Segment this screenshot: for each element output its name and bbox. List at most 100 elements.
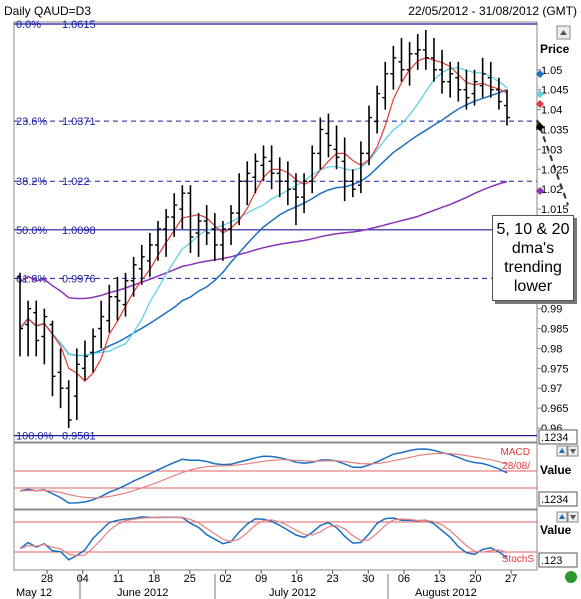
x-month-label: June 2012: [117, 587, 168, 599]
ohlc-bar: [349, 169, 356, 198]
ohlc-bar: [25, 300, 32, 357]
x-tick-label: 09: [255, 573, 267, 585]
ohlc-bar: [406, 41, 413, 86]
date-range: 22/05/2012 - 31/08/2012 (GMT): [408, 4, 577, 18]
chart-title: Daily QAUD=D3: [4, 4, 91, 18]
ohlc-bar: [244, 161, 251, 206]
ohlc-bar: [414, 33, 421, 70]
ohlc-bar: [504, 89, 510, 126]
ohlc-bar: [195, 213, 202, 257]
last-price-marker-icon: [536, 123, 544, 131]
ohlc-bar: [422, 29, 429, 70]
x-tick-label: 13: [434, 573, 446, 585]
ohlc-bar: [439, 49, 446, 94]
price-last-value: .1234: [541, 432, 569, 444]
stoch-d-line: [19, 516, 508, 557]
ohlc-bar: [130, 256, 137, 297]
dma10-marker-icon: [536, 90, 544, 98]
ohlc-bar: [325, 113, 332, 158]
stoch-last-value: .123: [541, 555, 562, 567]
scroll-up-icon[interactable]: [556, 25, 571, 40]
price-tick-label: 0.975: [541, 363, 569, 375]
price-tick-label: 1.05: [541, 65, 562, 77]
ohlc-bar: [374, 85, 381, 134]
fib-level-value: 1.0371: [62, 116, 96, 128]
ohlc-bar: [284, 161, 291, 206]
ohlc-bar: [73, 348, 80, 421]
price-tick-label: 1.03: [541, 144, 562, 156]
ohlc-bar: [398, 37, 405, 82]
price-tick-label: 1.02: [541, 184, 562, 196]
ohlc-bar: [57, 348, 64, 409]
ohlc-bar: [495, 77, 502, 110]
fib-level-label: 0.0%: [16, 19, 41, 31]
fib-level-value: 1.022: [62, 176, 90, 188]
ohlc-bar: [260, 145, 267, 182]
ohlc-bar: [179, 185, 186, 230]
macd-signal-line: [19, 452, 508, 499]
ohlc-bar: [455, 61, 462, 102]
price-tick-label: 0.97: [541, 383, 562, 395]
price-tick-label: 0.98: [541, 343, 562, 355]
macd-panel-frame: [13, 442, 538, 510]
x-month-label: August 2012: [415, 587, 477, 599]
stoch-label: StochS: [502, 554, 535, 565]
annotation-callout: 5, 10 & 20 dma's trending lower: [492, 215, 574, 301]
status-indicator-icon: [565, 571, 577, 583]
long-ma-line: [19, 180, 508, 300]
ohlc-bar: [292, 173, 299, 226]
ohlc-bar: [41, 308, 48, 365]
x-tick-label: 23: [326, 573, 338, 585]
x-tick-label: 20: [469, 573, 481, 585]
price-tick-label: 1.045: [541, 85, 569, 97]
ohlc-bar: [98, 300, 105, 349]
ohlc-bar: [357, 141, 364, 194]
stoch-scroll-icon[interactable]: [556, 511, 579, 523]
ohlc-bar: [471, 69, 478, 106]
ohlc-bar: [81, 340, 88, 381]
ohlc-bar: [90, 328, 97, 373]
ohlc-bar: [252, 153, 259, 194]
ohlc-bar: [49, 320, 56, 397]
macd-line: [19, 448, 508, 504]
ohlc-bar: [268, 145, 275, 190]
ohlc-bar: [187, 185, 194, 253]
ohlc-bar: [333, 125, 340, 170]
macd-label: MACD: [501, 447, 530, 458]
macd-last-value: .1234: [541, 494, 569, 506]
macd-value-label: Value: [540, 463, 572, 477]
fib-level-value: 0.9976: [62, 273, 96, 285]
ohlc-bar: [341, 137, 348, 202]
ohlc-bars: [17, 29, 510, 429]
ohlc-bar: [276, 157, 283, 198]
ohlc-bar: [106, 284, 113, 333]
ohlc-bar: [17, 272, 23, 357]
ohlc-bar: [203, 205, 210, 245]
x-tick-label: 25: [184, 573, 196, 585]
x-tick-label: 06: [398, 573, 410, 585]
long-ma-marker-icon: [536, 187, 544, 195]
price-axis-label: Price: [540, 42, 570, 56]
price-tick-label: 0.965: [541, 403, 569, 415]
dma20-marker-icon: [536, 70, 544, 78]
price-tick-label: 1.04: [541, 105, 562, 117]
x-axis-months: May 12 June 2012 July 2012 August 2012: [16, 574, 477, 599]
ohlc-bar: [317, 117, 324, 170]
x-tick-label: 28: [41, 573, 53, 585]
ohlc-bar: [138, 244, 145, 285]
fib-level-label: 38.2%: [16, 176, 47, 188]
price-tick-label: 0.985: [541, 324, 569, 336]
fib-level-value: 1.0098: [62, 225, 96, 237]
x-tick-label: 16: [291, 573, 303, 585]
ohlc-bar: [301, 173, 308, 214]
x-axis-ticks: 28 04 11 18 25 02 09 16 23 30 06 13 20 27: [41, 570, 517, 585]
fib-level-label: 61.8%: [16, 273, 47, 285]
ohlc-bar: [463, 69, 470, 110]
x-tick-label: 18: [148, 573, 160, 585]
ohlc-bar: [65, 380, 72, 429]
macd-scroll-icon[interactable]: [556, 445, 579, 457]
dma5-marker-icon: [536, 100, 544, 108]
x-month-label: May 12: [16, 587, 52, 599]
price-last-box: [538, 429, 578, 445]
